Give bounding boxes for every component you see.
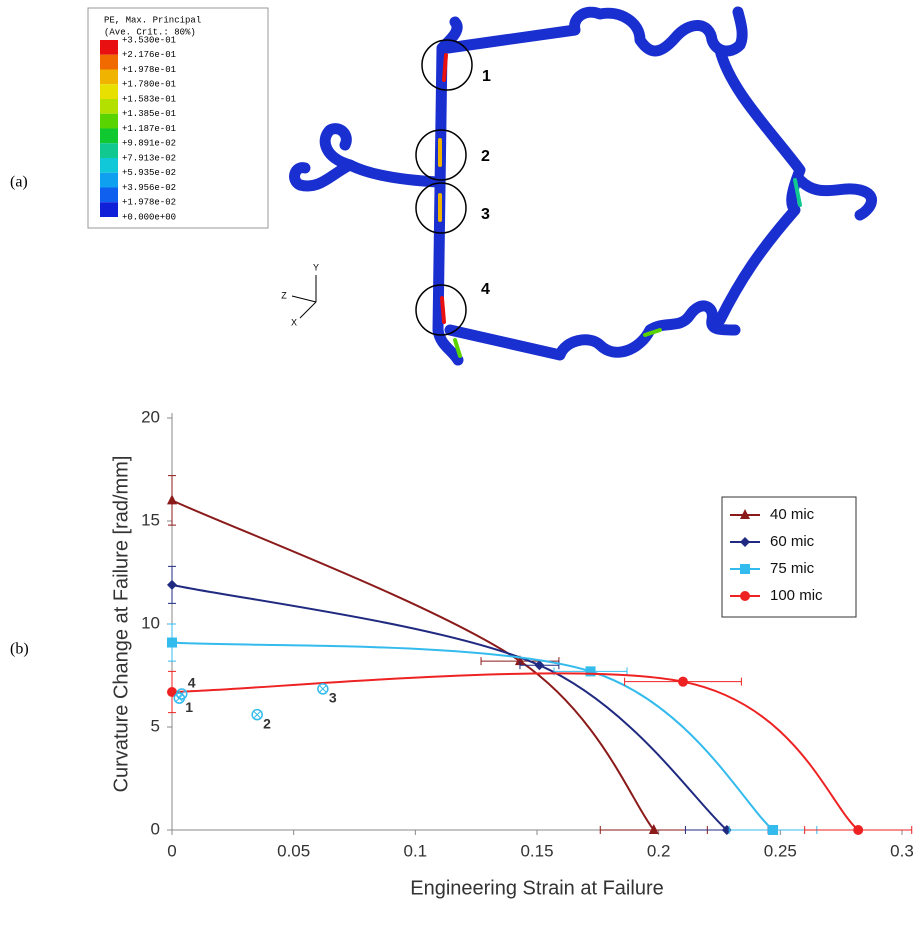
legend-value: +5.935e-02 bbox=[122, 168, 176, 178]
figure: (a)PE, Max. Principal(Ave. Crit.: 80%)+3… bbox=[0, 0, 924, 929]
region-label: 4 bbox=[481, 281, 490, 298]
location-label: 4 bbox=[188, 675, 196, 691]
x-tick-label: 0.15 bbox=[520, 841, 553, 860]
marker bbox=[167, 638, 177, 648]
y-tick-label: 5 bbox=[151, 716, 160, 735]
legend-title: PE, Max. Principal bbox=[104, 15, 201, 25]
color-band bbox=[100, 114, 118, 129]
legend-value: +1.978e-01 bbox=[122, 65, 176, 75]
legend-value: +1.187e-01 bbox=[122, 124, 176, 134]
panel-label: (b) bbox=[10, 641, 29, 658]
marker bbox=[167, 494, 177, 504]
legend-label: 40 mic bbox=[770, 506, 815, 523]
series-line bbox=[172, 500, 654, 830]
axis-triad-label: Z bbox=[281, 290, 287, 300]
location-cross bbox=[320, 686, 326, 692]
color-band bbox=[100, 188, 118, 203]
color-band bbox=[100, 202, 118, 217]
color-band bbox=[100, 99, 118, 114]
color-band bbox=[100, 158, 118, 173]
series-line bbox=[172, 643, 773, 830]
legend-label: 60 mic bbox=[770, 533, 815, 550]
y-axis-title: Curvature Change at Failure [rad/mm] bbox=[110, 456, 132, 793]
region-label: 2 bbox=[481, 148, 490, 165]
marker bbox=[853, 825, 863, 835]
x-tick-label: 0.3 bbox=[890, 841, 914, 860]
legend-label: 100 mic bbox=[770, 587, 823, 604]
y-tick-label: 0 bbox=[151, 819, 160, 838]
region-label: 1 bbox=[482, 68, 491, 85]
x-axis-title: Engineering Strain at Failure bbox=[410, 877, 663, 899]
location-label: 2 bbox=[263, 715, 271, 731]
legend-value: +1.978e-02 bbox=[122, 198, 176, 208]
color-band bbox=[100, 40, 118, 55]
y-tick-label: 10 bbox=[141, 613, 160, 632]
legend-value: +3.530e-01 bbox=[122, 35, 176, 45]
marker bbox=[586, 666, 596, 676]
color-band bbox=[100, 70, 118, 85]
stent-model bbox=[295, 12, 872, 360]
x-tick-label: 0 bbox=[167, 841, 176, 860]
color-band bbox=[100, 55, 118, 70]
color-band bbox=[100, 143, 118, 158]
legend-value: +9.891e-02 bbox=[122, 139, 176, 149]
x-tick-label: 0.05 bbox=[277, 841, 310, 860]
legend-value: +1.780e-01 bbox=[122, 80, 176, 90]
x-tick-label: 0.2 bbox=[647, 841, 671, 860]
legend-value: +3.956e-02 bbox=[122, 183, 176, 193]
y-tick-label: 20 bbox=[141, 407, 160, 426]
panel-label: (a) bbox=[10, 174, 28, 191]
marker bbox=[167, 580, 177, 590]
color-band bbox=[100, 129, 118, 144]
marker bbox=[740, 591, 750, 601]
legend-label: 75 mic bbox=[770, 560, 815, 577]
x-tick-label: 0.25 bbox=[764, 841, 797, 860]
location-label: 3 bbox=[329, 690, 337, 706]
axes-triad bbox=[292, 275, 316, 318]
legend-value: +2.176e-01 bbox=[122, 50, 176, 60]
location-label: 1 bbox=[185, 699, 193, 715]
axis-triad-label: X bbox=[291, 317, 297, 327]
y-tick-label: 15 bbox=[141, 510, 160, 529]
region-label: 3 bbox=[481, 206, 490, 223]
series-line bbox=[172, 673, 858, 830]
legend-value: +0.000e+00 bbox=[122, 212, 176, 222]
color-band bbox=[100, 173, 118, 188]
x-tick-label: 0.1 bbox=[404, 841, 428, 860]
marker bbox=[740, 564, 750, 574]
marker bbox=[768, 825, 778, 835]
location-cross bbox=[254, 712, 260, 718]
color-band bbox=[100, 84, 118, 99]
marker bbox=[678, 677, 688, 687]
axis-triad-label: Y bbox=[313, 262, 319, 272]
legend-value: +7.913e-02 bbox=[122, 153, 176, 163]
legend-value: +1.385e-01 bbox=[122, 109, 176, 119]
legend-value: +1.583e-01 bbox=[122, 94, 176, 104]
